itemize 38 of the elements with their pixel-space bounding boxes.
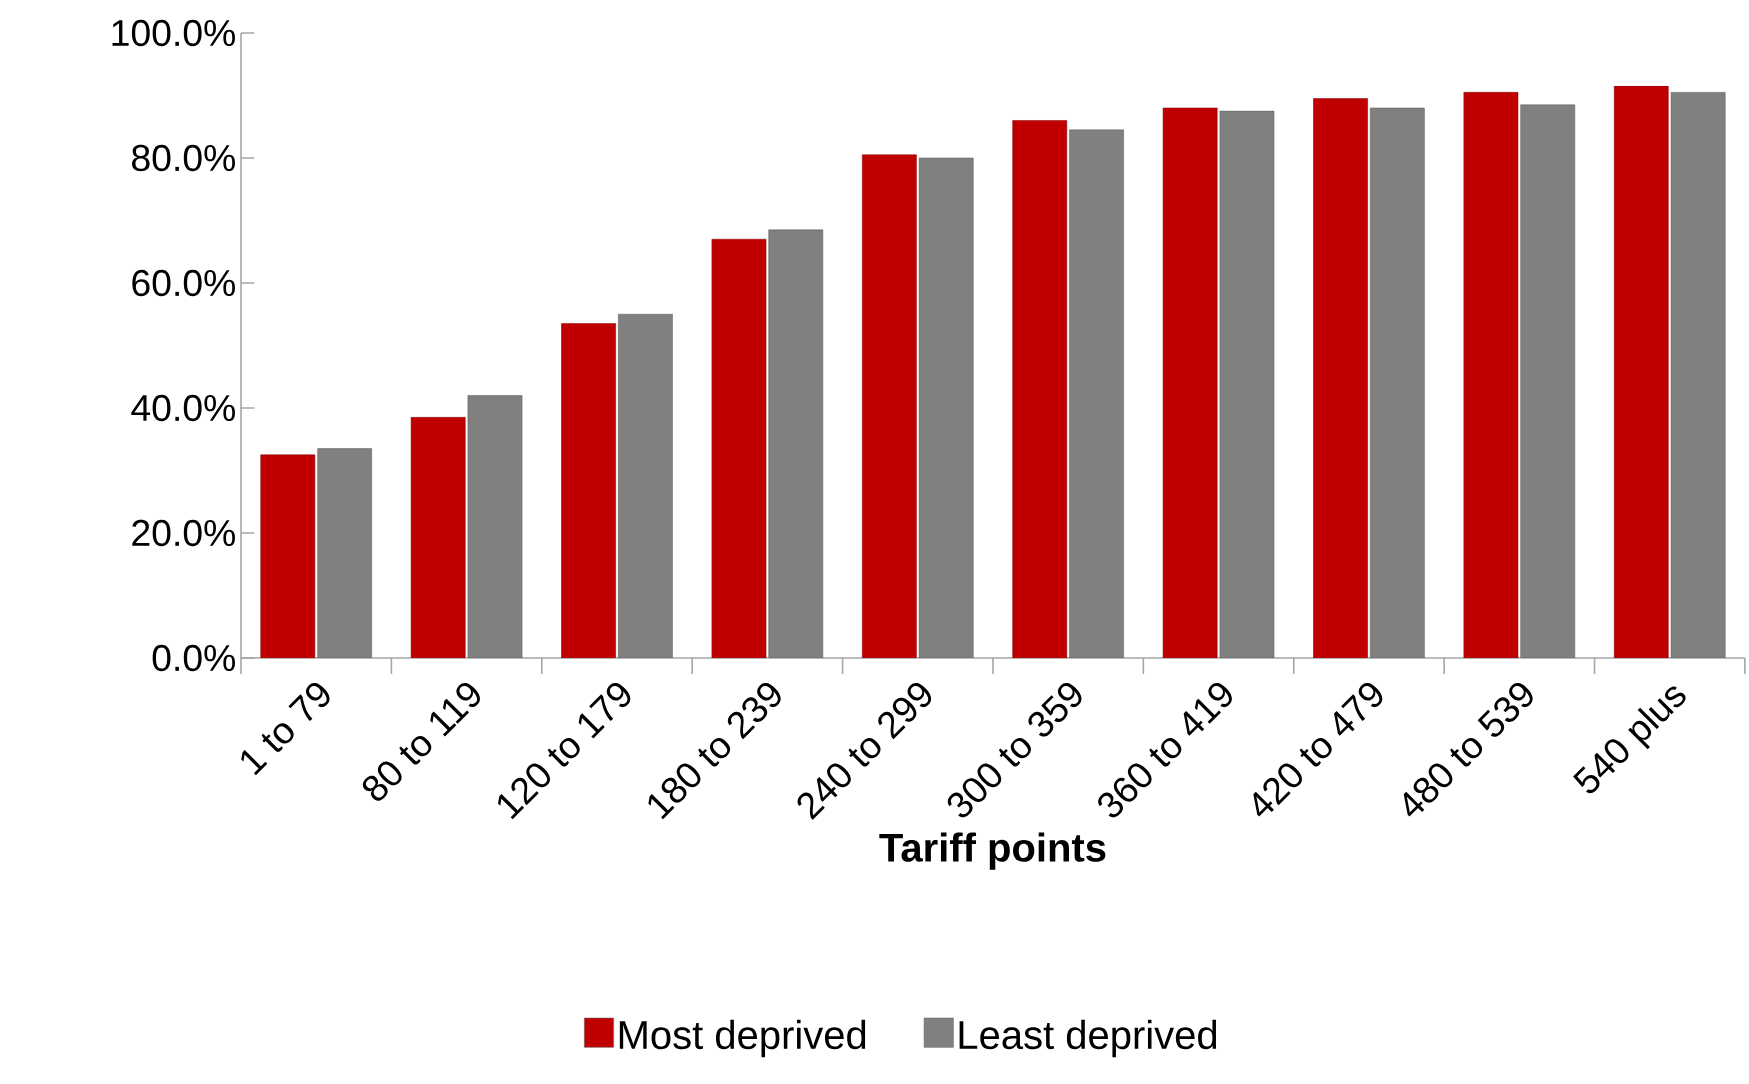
x-tick-label: 240 to 299 [797, 682, 932, 820]
x-tick-label: 180 to 239 [648, 682, 781, 820]
bar [918, 157, 974, 658]
bar [618, 313, 673, 658]
bar [467, 395, 523, 658]
bar [711, 238, 767, 658]
bar [1370, 107, 1425, 658]
x-tick-label: 1 to 79 [241, 682, 330, 776]
bar [260, 454, 316, 658]
legend-label: Most deprived [619, 1019, 866, 1058]
x-tick-label: 360 to 419 [1098, 682, 1232, 818]
y-tick-label: 60.0% [132, 269, 235, 297]
x-tick-label: 420 to 479 [1253, 682, 1383, 817]
x-tick-label: 80 to 119 [362, 682, 480, 801]
x-tick-label: 120 to 179 [497, 682, 631, 820]
bar [768, 229, 824, 658]
bar [862, 154, 917, 658]
y-tick-label: 40.0% [131, 394, 235, 422]
bar [561, 323, 616, 658]
bar [1463, 92, 1519, 658]
bar [1520, 104, 1576, 658]
x-tick-label: 480 to 539 [1403, 682, 1533, 817]
y-tick-label: 80.0% [132, 144, 235, 172]
bar [1613, 85, 1669, 658]
bar [1219, 110, 1275, 658]
bar [1012, 120, 1068, 658]
legend-label: Least deprived [959, 1019, 1217, 1058]
bar [1162, 107, 1218, 658]
bar [1313, 98, 1368, 658]
bar [410, 417, 466, 658]
bar [317, 448, 372, 658]
bar [1069, 129, 1124, 658]
x-axis-title: Tariff points [879, 832, 1106, 870]
bar [1670, 92, 1726, 658]
y-tick-label: 20.0% [132, 519, 235, 547]
y-tick-label: 0.0% [152, 644, 235, 672]
y-tick-label: 100.0% [112, 19, 235, 47]
x-tick-label: 300 to 359 [947, 682, 1082, 818]
